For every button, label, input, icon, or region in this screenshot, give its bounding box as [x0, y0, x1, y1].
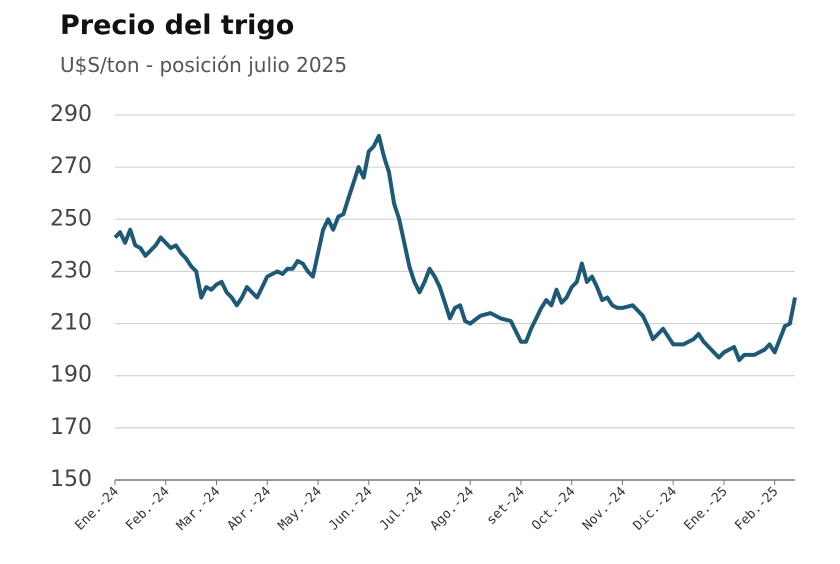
y-tick-label: 190 — [50, 363, 92, 388]
x-tick-label: Nov.-24 — [580, 484, 629, 533]
y-tick-label: 230 — [50, 258, 92, 283]
x-tick-label: set-24 — [484, 484, 528, 528]
y-tick-label: 250 — [50, 206, 92, 231]
y-tick-label: 270 — [50, 154, 92, 179]
chart-subtitle: U$S/ton - posición julio 2025 — [60, 53, 347, 77]
x-tick-label: Mar.-24 — [174, 484, 223, 533]
x-tick-label: Abr.-24 — [225, 484, 274, 533]
x-tick-label: Feb.-24 — [123, 484, 172, 533]
x-tick-label: May.-24 — [275, 484, 324, 533]
y-tick-label: 150 — [50, 467, 92, 492]
y-tick-label: 170 — [50, 415, 92, 440]
x-tick-label: Oct.-24 — [529, 484, 578, 533]
x-tick-label: Jun.-24 — [326, 484, 375, 533]
x-tick-label: Feb.-25 — [732, 484, 781, 533]
x-tick-label: Jul.-24 — [377, 484, 426, 533]
x-tick-label: Ago.-24 — [428, 484, 477, 533]
y-tick-label: 290 — [50, 102, 92, 127]
chart-title: Precio del trigo — [60, 10, 294, 41]
price-line — [113, 133, 797, 363]
x-tick-label: Ene.-25 — [681, 484, 730, 533]
x-tick-label: Dic.-24 — [631, 484, 680, 533]
y-tick-label: 210 — [50, 311, 92, 336]
